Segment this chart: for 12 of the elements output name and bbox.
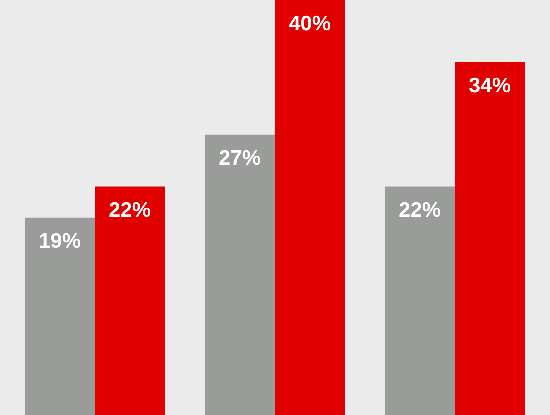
bar [204,134,275,415]
bar [95,186,166,415]
bar [275,0,346,415]
bar [455,62,526,415]
data-label: 22% [108,199,152,222]
data-label: 40% [288,12,332,36]
bar [24,218,95,415]
data-label: 27% [218,147,262,170]
bar [384,186,455,415]
data-label: 22% [398,199,442,222]
data-label: 34% [468,74,512,98]
data-label: 19% [38,230,82,254]
